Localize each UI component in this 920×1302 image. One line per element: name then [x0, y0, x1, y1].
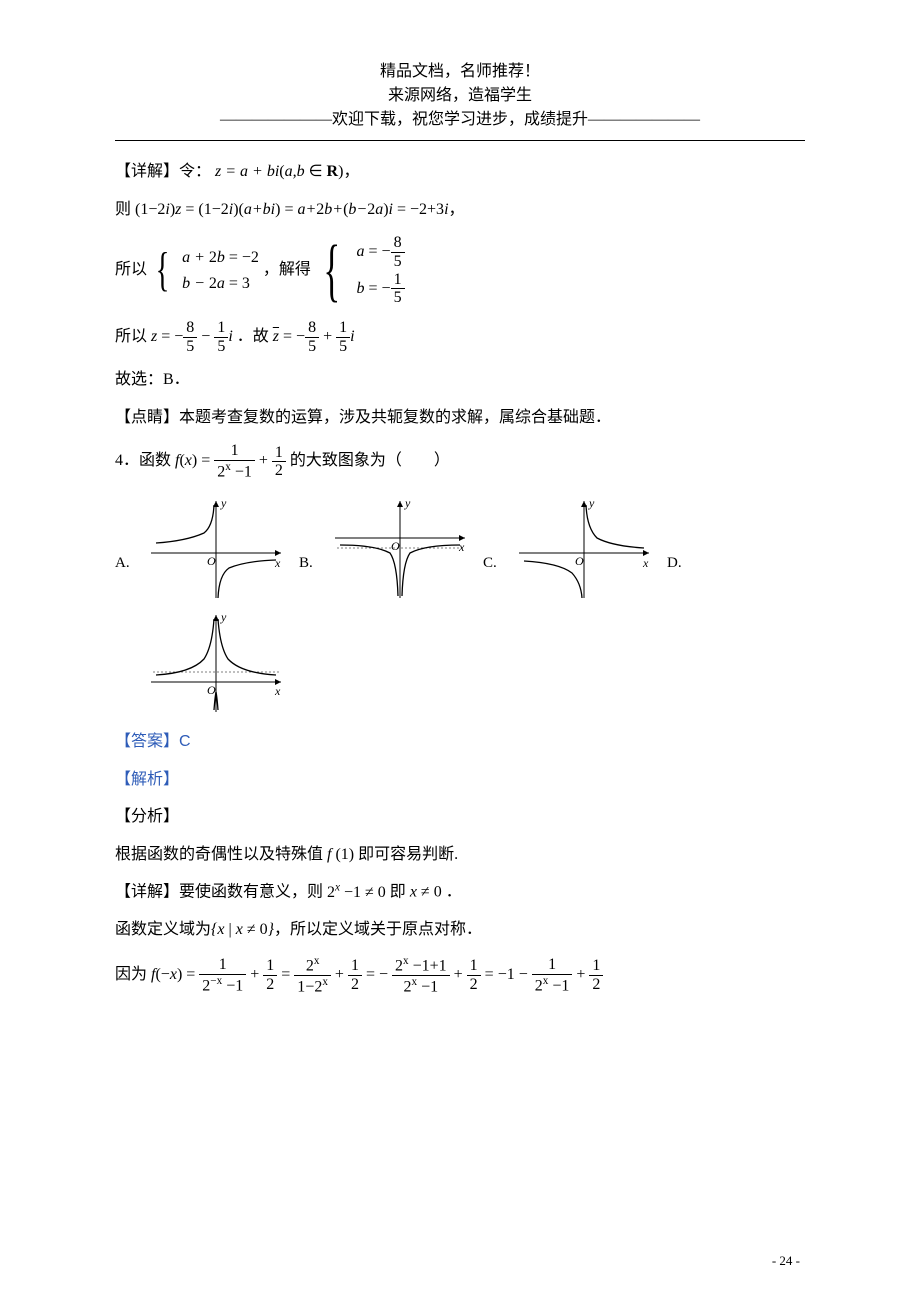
detail-line: 【详解】令： z = a + bi(a,b ∈ R)，: [115, 159, 805, 185]
then-equation: (1−2i)z = (1−2i)(a+bi) = a+2b+(b−2a)i = …: [135, 201, 449, 218]
option-c-label: C.: [483, 521, 501, 575]
answer-line: 【答案】C: [115, 729, 805, 755]
let-equation: z = a + bi(a,b ∈ R): [215, 163, 343, 180]
header-rule: [115, 140, 805, 141]
brace-icon: {: [323, 246, 340, 295]
options-row-2: O x y: [115, 607, 805, 717]
graph-d: O x y: [141, 607, 291, 717]
select-line: 故选：B．: [115, 367, 805, 393]
then-line: 则 (1−2i)z = (1−2i)(a+bi) = a+2b+(b−2a)i …: [115, 197, 805, 223]
svg-text:y: y: [220, 610, 227, 624]
page-header: 精品文档，名师推荐！ 来源网络，造福学生 ———————欢迎下载，祝您学习进步，…: [115, 60, 805, 132]
header-line2: 来源网络，造福学生: [115, 84, 805, 108]
svg-text:x: x: [642, 556, 649, 570]
option-d-label: D.: [667, 521, 685, 575]
graph-c: O x y: [509, 493, 659, 603]
header-line1: 精品文档，名师推荐！: [115, 60, 805, 84]
svg-text:y: y: [220, 496, 227, 510]
page: 精品文档，名师推荐！ 来源网络，造福学生 ———————欢迎下载，祝您学习进步，…: [0, 0, 920, 1302]
detail2-line: 【详解】要使函数有意义，则 2x −1 ≠ 0 即 x ≠ 0 ．: [115, 879, 805, 905]
dianjing-line: 【点睛】本题考查复数的运算，涉及共轭复数的求解，属综合基础题．: [115, 405, 805, 431]
svg-text:y: y: [404, 496, 411, 510]
fenxi-body: 根据函数的奇偶性以及特殊值 f (1) 即可容易判断.: [115, 842, 805, 868]
svg-text:y: y: [588, 496, 595, 510]
system-2: a = −85 b = −15: [357, 234, 405, 307]
brace-icon: {: [156, 251, 170, 289]
graph-b: O x y: [325, 493, 475, 603]
question-4: 4．函数 f(x) = 12x −1 + 12 的大致图象为（ ）: [115, 442, 805, 481]
jiexi-line: 【解析】: [115, 767, 805, 793]
page-number: - 24 -: [772, 1251, 800, 1272]
chain-line: 因为 f(−x) = 12−x −1 + 12 = 2x1−2x + 12 = …: [115, 955, 805, 996]
z-result-line: 所以 z = −85 − 15i ．故 z = −85 + 15i: [115, 319, 805, 355]
svg-text:O: O: [207, 683, 216, 697]
svg-text:O: O: [391, 539, 400, 553]
system-line: 所以 { a + 2b = −2 b − 2a = 3 ，解得 { a = −8…: [115, 234, 805, 307]
svg-text:x: x: [274, 556, 281, 570]
svg-text:O: O: [575, 554, 584, 568]
svg-text:x: x: [274, 684, 281, 698]
svg-text:x: x: [458, 540, 465, 554]
svg-text:O: O: [207, 554, 216, 568]
options-row-1: A. O x y B. O x y C.: [115, 493, 805, 603]
option-b-label: B.: [299, 521, 317, 575]
option-a-label: A.: [115, 521, 133, 575]
system-1: a + 2b = −2 b − 2a = 3: [182, 245, 259, 296]
graph-a: O x y: [141, 493, 291, 603]
fenxi-line: 【分析】: [115, 804, 805, 830]
domain-line: 函数定义域为{x | x ≠ 0}，所以定义域关于原点对称．: [115, 917, 805, 943]
header-line3: ———————欢迎下载，祝您学习进步，成绩提升———————: [115, 108, 805, 132]
